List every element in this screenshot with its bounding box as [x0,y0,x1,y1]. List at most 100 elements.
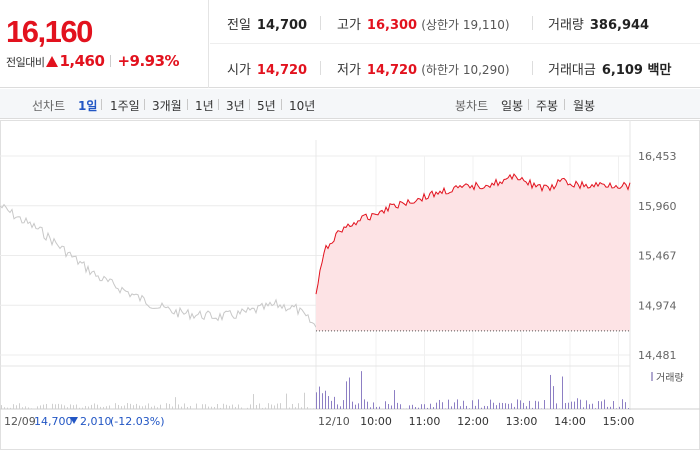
column-divider [320,16,321,30]
volume-bar [184,403,185,409]
volume-bar [316,392,317,409]
tab-weekly[interactable]: 주봉 [536,99,559,113]
volume-bar [601,401,602,409]
volume-bar [346,381,347,409]
volume-bar [514,406,515,409]
volume-bar [370,407,371,409]
volume-bar [463,400,464,409]
volume-bar [415,407,416,409]
volume-bar [211,406,212,409]
y-tick-label: 14,974 [638,299,677,312]
volume-bar [4,407,5,409]
volume-bar [40,405,41,409]
open-cell: 시가 14,720 [227,59,307,78]
volume-bar [481,407,482,409]
volume-legend-label: 거래량 [656,372,684,384]
volume-bar [70,404,71,409]
volume-bar [124,405,125,409]
volume-bar [151,406,152,409]
volume-bar [214,406,215,409]
volume-bar [85,405,86,409]
volume-bar [118,404,119,409]
volume-bar [157,407,158,409]
volume-bar [364,399,365,409]
volume-bar [235,406,236,409]
volume-bar [478,399,479,409]
volume-bar [160,404,161,409]
volume-bar [259,403,260,409]
volume-bar [262,407,263,409]
tab-3y[interactable]: 3년 [226,99,245,113]
volume-bar [286,393,287,409]
volume-bar [529,400,530,409]
tab-daily[interactable]: 일봉 [501,99,524,113]
volume-bar [544,400,545,409]
volume-bar [205,404,206,409]
volume-label: 거래량 [548,18,584,33]
volume-bar [409,405,410,409]
volume-bar [586,400,587,409]
low-label: 저가 [337,63,361,78]
volume-bar [79,407,80,409]
y-tick-label: 15,467 [638,250,677,263]
volume-bar [508,403,509,409]
volume-bar [610,406,611,409]
tab-5y[interactable]: 5년 [257,99,276,113]
volume-bar [280,403,281,409]
volume-bar [241,407,242,409]
low-cell: 저가 14,720 (하한가 10,290) [337,59,510,78]
prev-close-label: 전일 [227,18,251,33]
tab-1w[interactable]: 1주일 [110,99,140,113]
volume-bar [106,406,107,409]
high-cell: 고가 16,300 (상한가 19,110) [337,14,510,33]
volume-bar [352,401,353,409]
tab-monthly[interactable]: 월봉 [573,99,596,113]
volume-bar [304,392,305,409]
tab-3m[interactable]: 3개월 [152,99,182,113]
prev-close-summary: 14,700 [34,415,73,428]
volume-bar [598,401,599,409]
volume-bar [121,406,122,409]
volume-bar [133,405,134,409]
today-price-line [315,173,631,295]
volume-bar [556,403,557,409]
chart-tab-bar: 선차트 1일 1주일 3개월 1년 3년 5년 10년 봉차트 일봉 주봉 월봉 [0,89,700,119]
volume-bar [130,403,131,409]
low-value: 14,720 [366,63,418,78]
volume-bar [55,404,56,409]
tab-1y[interactable]: 1년 [195,99,214,113]
volume-bar [595,408,596,409]
volume-bar [565,403,566,409]
prev-pct-summary: (-12.03%) [110,415,165,428]
volume-bar [223,403,224,409]
tab-divider [528,99,529,110]
volume-bar [430,403,431,409]
prev-date-label: 12/09 [4,415,36,428]
volume-bar [37,406,38,409]
tab-1d[interactable]: 1일 [78,99,98,113]
volume-bar [376,406,377,409]
volume-bar [13,404,14,409]
volume-bar [391,405,392,409]
volume-bar [442,402,443,409]
volume-bar [274,405,275,409]
volume-bar [436,402,437,409]
volume-legend-swatch [651,372,653,381]
volume-bar [220,407,221,409]
volume-bar [187,406,188,409]
volume-bar [502,402,503,409]
x-tick-label: 10:00 [360,415,392,428]
volume-bar [475,405,476,409]
volume-bar [616,408,617,409]
volume-bar [310,408,311,409]
volume-bar [148,403,149,409]
volume-bar [490,399,491,409]
column-divider [532,61,533,75]
up-triangle-icon [46,56,59,67]
volume-bar [67,407,68,409]
tab-10y[interactable]: 10년 [289,99,316,113]
volume-bar [313,408,314,409]
volume-bar [61,404,62,409]
volume-bar [355,404,356,409]
change-percent: +9.93% [117,52,180,70]
